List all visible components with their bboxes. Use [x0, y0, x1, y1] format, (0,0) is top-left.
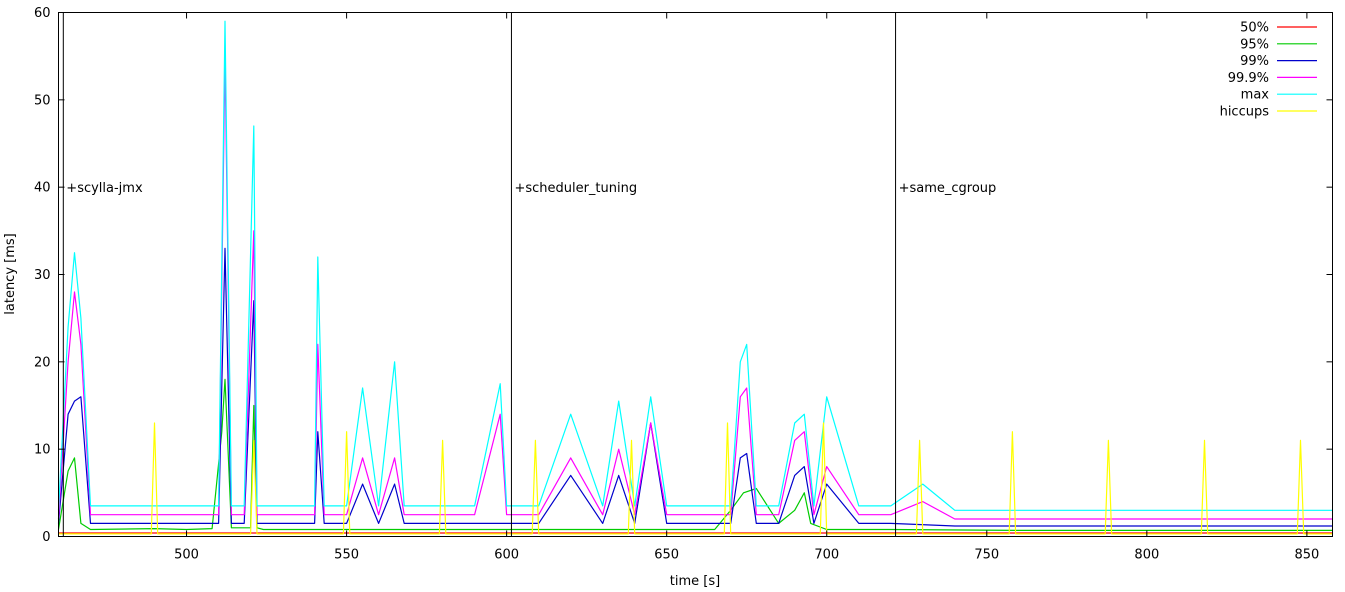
x-tick-label-1: 550: [334, 548, 359, 563]
x-tick-label-2: 600: [494, 548, 519, 563]
y-tick-label-5: 50: [34, 93, 51, 108]
series-layer: [57, 20, 1333, 535]
y-tick-label-1: 10: [34, 443, 51, 458]
x-axis-ticks: 500 550 600 650 700 750 800 850: [174, 12, 1319, 563]
x-tick-label-4: 700: [814, 548, 839, 563]
x-tick-label-3: 650: [654, 548, 679, 563]
vertical-marker-layer: [62, 12, 897, 537]
series-line-3: [57, 55, 1333, 520]
x-tick-label-5: 750: [974, 548, 999, 563]
legend-label-4: max: [1241, 88, 1270, 103]
x-tick-label-6: 800: [1134, 548, 1159, 563]
legend: 50%95% 99% 99.9% max hiccups: [1220, 21, 1317, 120]
x-tick-label-0: 500: [174, 548, 199, 563]
series-line-4: [57, 20, 1333, 511]
y-tick-label-3: 30: [34, 268, 51, 283]
legend-label-2: 99%: [1240, 54, 1269, 69]
annotation-label-1: +scheduler_tuning: [514, 181, 637, 196]
y-axis-label: latency [ms]: [3, 233, 18, 314]
y-tick-label-4: 40: [34, 181, 51, 196]
legend-label-0: 50%: [1240, 21, 1269, 36]
x-tick-label-7: 850: [1294, 548, 1319, 563]
series-line-5: [58, 422, 1333, 535]
legend-label-1: 95%: [1240, 37, 1269, 52]
y-tick-label-0: 0: [42, 530, 50, 545]
series-line-1: [57, 378, 1333, 532]
y-axis-ticks: 0 10 20 30 40 50 60: [34, 6, 1333, 545]
series-line-2: [57, 247, 1333, 527]
annotation-layer: +scylla-jmx +scheduler_tuning +same_cgroup: [66, 181, 996, 196]
y-tick-label-2: 20: [34, 355, 51, 370]
legend-label-5: hiccups: [1220, 105, 1270, 120]
x-axis-label: time [s]: [670, 574, 720, 589]
annotation-label-2: +same_cgroup: [899, 181, 997, 196]
annotation-label-0: +scylla-jmx: [66, 181, 143, 196]
y-tick-label-6: 60: [34, 6, 51, 21]
legend-label-3: 99.9%: [1228, 71, 1269, 86]
